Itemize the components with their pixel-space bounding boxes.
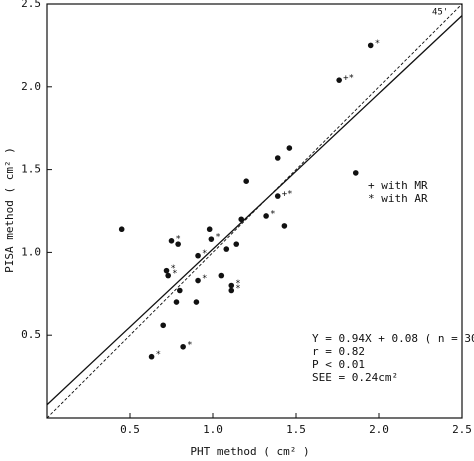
legend-entry: + with MR xyxy=(368,179,428,192)
y-axis-title: PISA method ( cm² ) xyxy=(3,147,16,273)
point-annotation: * xyxy=(171,264,176,274)
point xyxy=(206,226,213,233)
point xyxy=(208,236,215,242)
point xyxy=(160,322,166,329)
point xyxy=(228,287,235,294)
point-annotation: * xyxy=(235,284,240,294)
point-annotation: * xyxy=(375,39,380,49)
plot-frame xyxy=(46,3,463,419)
point xyxy=(193,299,200,305)
point xyxy=(218,272,225,279)
legend-entry: * with AR xyxy=(368,192,428,205)
stats-text: P < 0.01 xyxy=(312,358,365,371)
x-tick-label: 2.5 xyxy=(452,423,472,436)
fit-line xyxy=(46,15,463,406)
point xyxy=(177,287,183,294)
point xyxy=(233,241,240,247)
identity-line xyxy=(46,3,463,419)
point xyxy=(173,299,180,305)
identity-label: 45' xyxy=(432,8,448,18)
point-annotation: * xyxy=(202,249,207,259)
point xyxy=(263,213,269,219)
stats-text: SEE = 0.24cm² xyxy=(312,371,398,384)
y-tick-label: 1.5 xyxy=(21,163,41,176)
point-annotation: +* xyxy=(282,190,293,200)
point-annotation: * xyxy=(176,234,181,244)
point xyxy=(286,145,293,151)
point xyxy=(352,170,359,176)
point xyxy=(148,353,155,360)
point xyxy=(195,252,201,259)
x-axis-title: PHT method ( cm² ) xyxy=(190,445,309,458)
point-annotation: * xyxy=(156,350,161,360)
x-tick-label: 0.5 xyxy=(120,423,140,436)
point xyxy=(223,246,230,252)
y-tick-label: 2.0 xyxy=(21,80,41,93)
point xyxy=(195,277,201,284)
point xyxy=(228,282,235,289)
point xyxy=(243,178,249,184)
point-annotation: * xyxy=(235,279,240,289)
y-tick-label: 0.5 xyxy=(21,328,41,341)
point xyxy=(367,42,374,49)
x-tick-label: 1.5 xyxy=(286,423,306,436)
point xyxy=(175,241,181,247)
point-annotation: * xyxy=(172,269,177,279)
point xyxy=(336,77,342,83)
point xyxy=(165,272,171,279)
x-tick-label: 1.0 xyxy=(203,423,223,436)
point-annotation: * xyxy=(187,340,192,350)
point-annotation: * xyxy=(270,209,275,219)
point-annotation: * xyxy=(215,233,220,243)
point xyxy=(163,267,170,274)
point xyxy=(180,343,186,350)
stats-text: Y = 0.94X + 0.08 ( n = 30 ) xyxy=(312,332,474,345)
point xyxy=(168,238,175,244)
x-tick-label: 2.0 xyxy=(369,423,389,436)
y-tick-label: 1.0 xyxy=(21,245,41,258)
stats-text: r = 0.82 xyxy=(312,345,365,358)
point-annotation: +* xyxy=(343,74,354,84)
point-annotation: * xyxy=(202,274,207,284)
point xyxy=(274,155,281,161)
point xyxy=(118,226,125,233)
point xyxy=(238,216,245,223)
point xyxy=(274,193,281,199)
point xyxy=(281,223,288,229)
y-tick-label: 2.5 xyxy=(21,0,41,10)
